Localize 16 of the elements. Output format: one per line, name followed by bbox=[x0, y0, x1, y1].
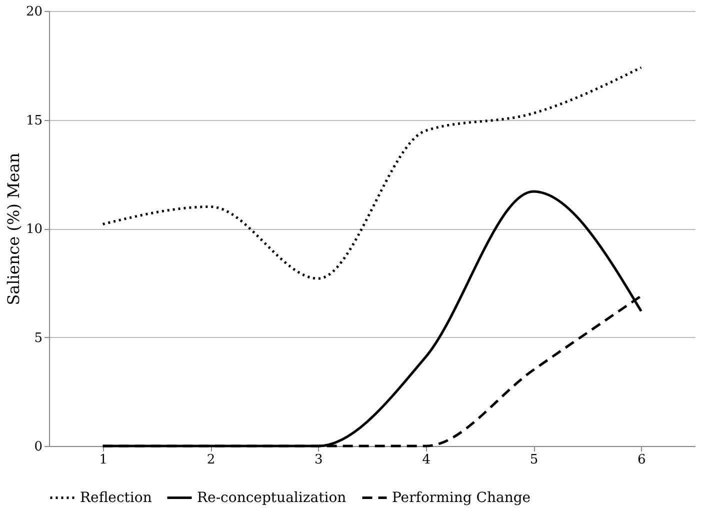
legend-label: Performing Change bbox=[392, 490, 531, 506]
y-tick-label: 0 bbox=[34, 440, 42, 454]
legend-label: Reflection bbox=[80, 490, 152, 506]
y-axis-title: Salience (%) Mean bbox=[4, 152, 23, 306]
x-tick-label: 1 bbox=[99, 452, 108, 468]
y-tick-label: 15 bbox=[26, 113, 42, 128]
y-tick-label: 20 bbox=[26, 4, 42, 20]
x-tick-label: 3 bbox=[314, 452, 323, 468]
x-tick-label: 6 bbox=[638, 452, 646, 468]
y-tick-label: 5 bbox=[34, 330, 42, 346]
x-tick-label: 5 bbox=[530, 452, 538, 468]
legend-label: Re-conceptualization bbox=[197, 490, 346, 506]
y-tick-label: 10 bbox=[26, 222, 42, 237]
line-series bbox=[102, 66, 642, 280]
x-tick-label: 2 bbox=[206, 452, 216, 468]
x-tick-label: 4 bbox=[422, 452, 430, 468]
